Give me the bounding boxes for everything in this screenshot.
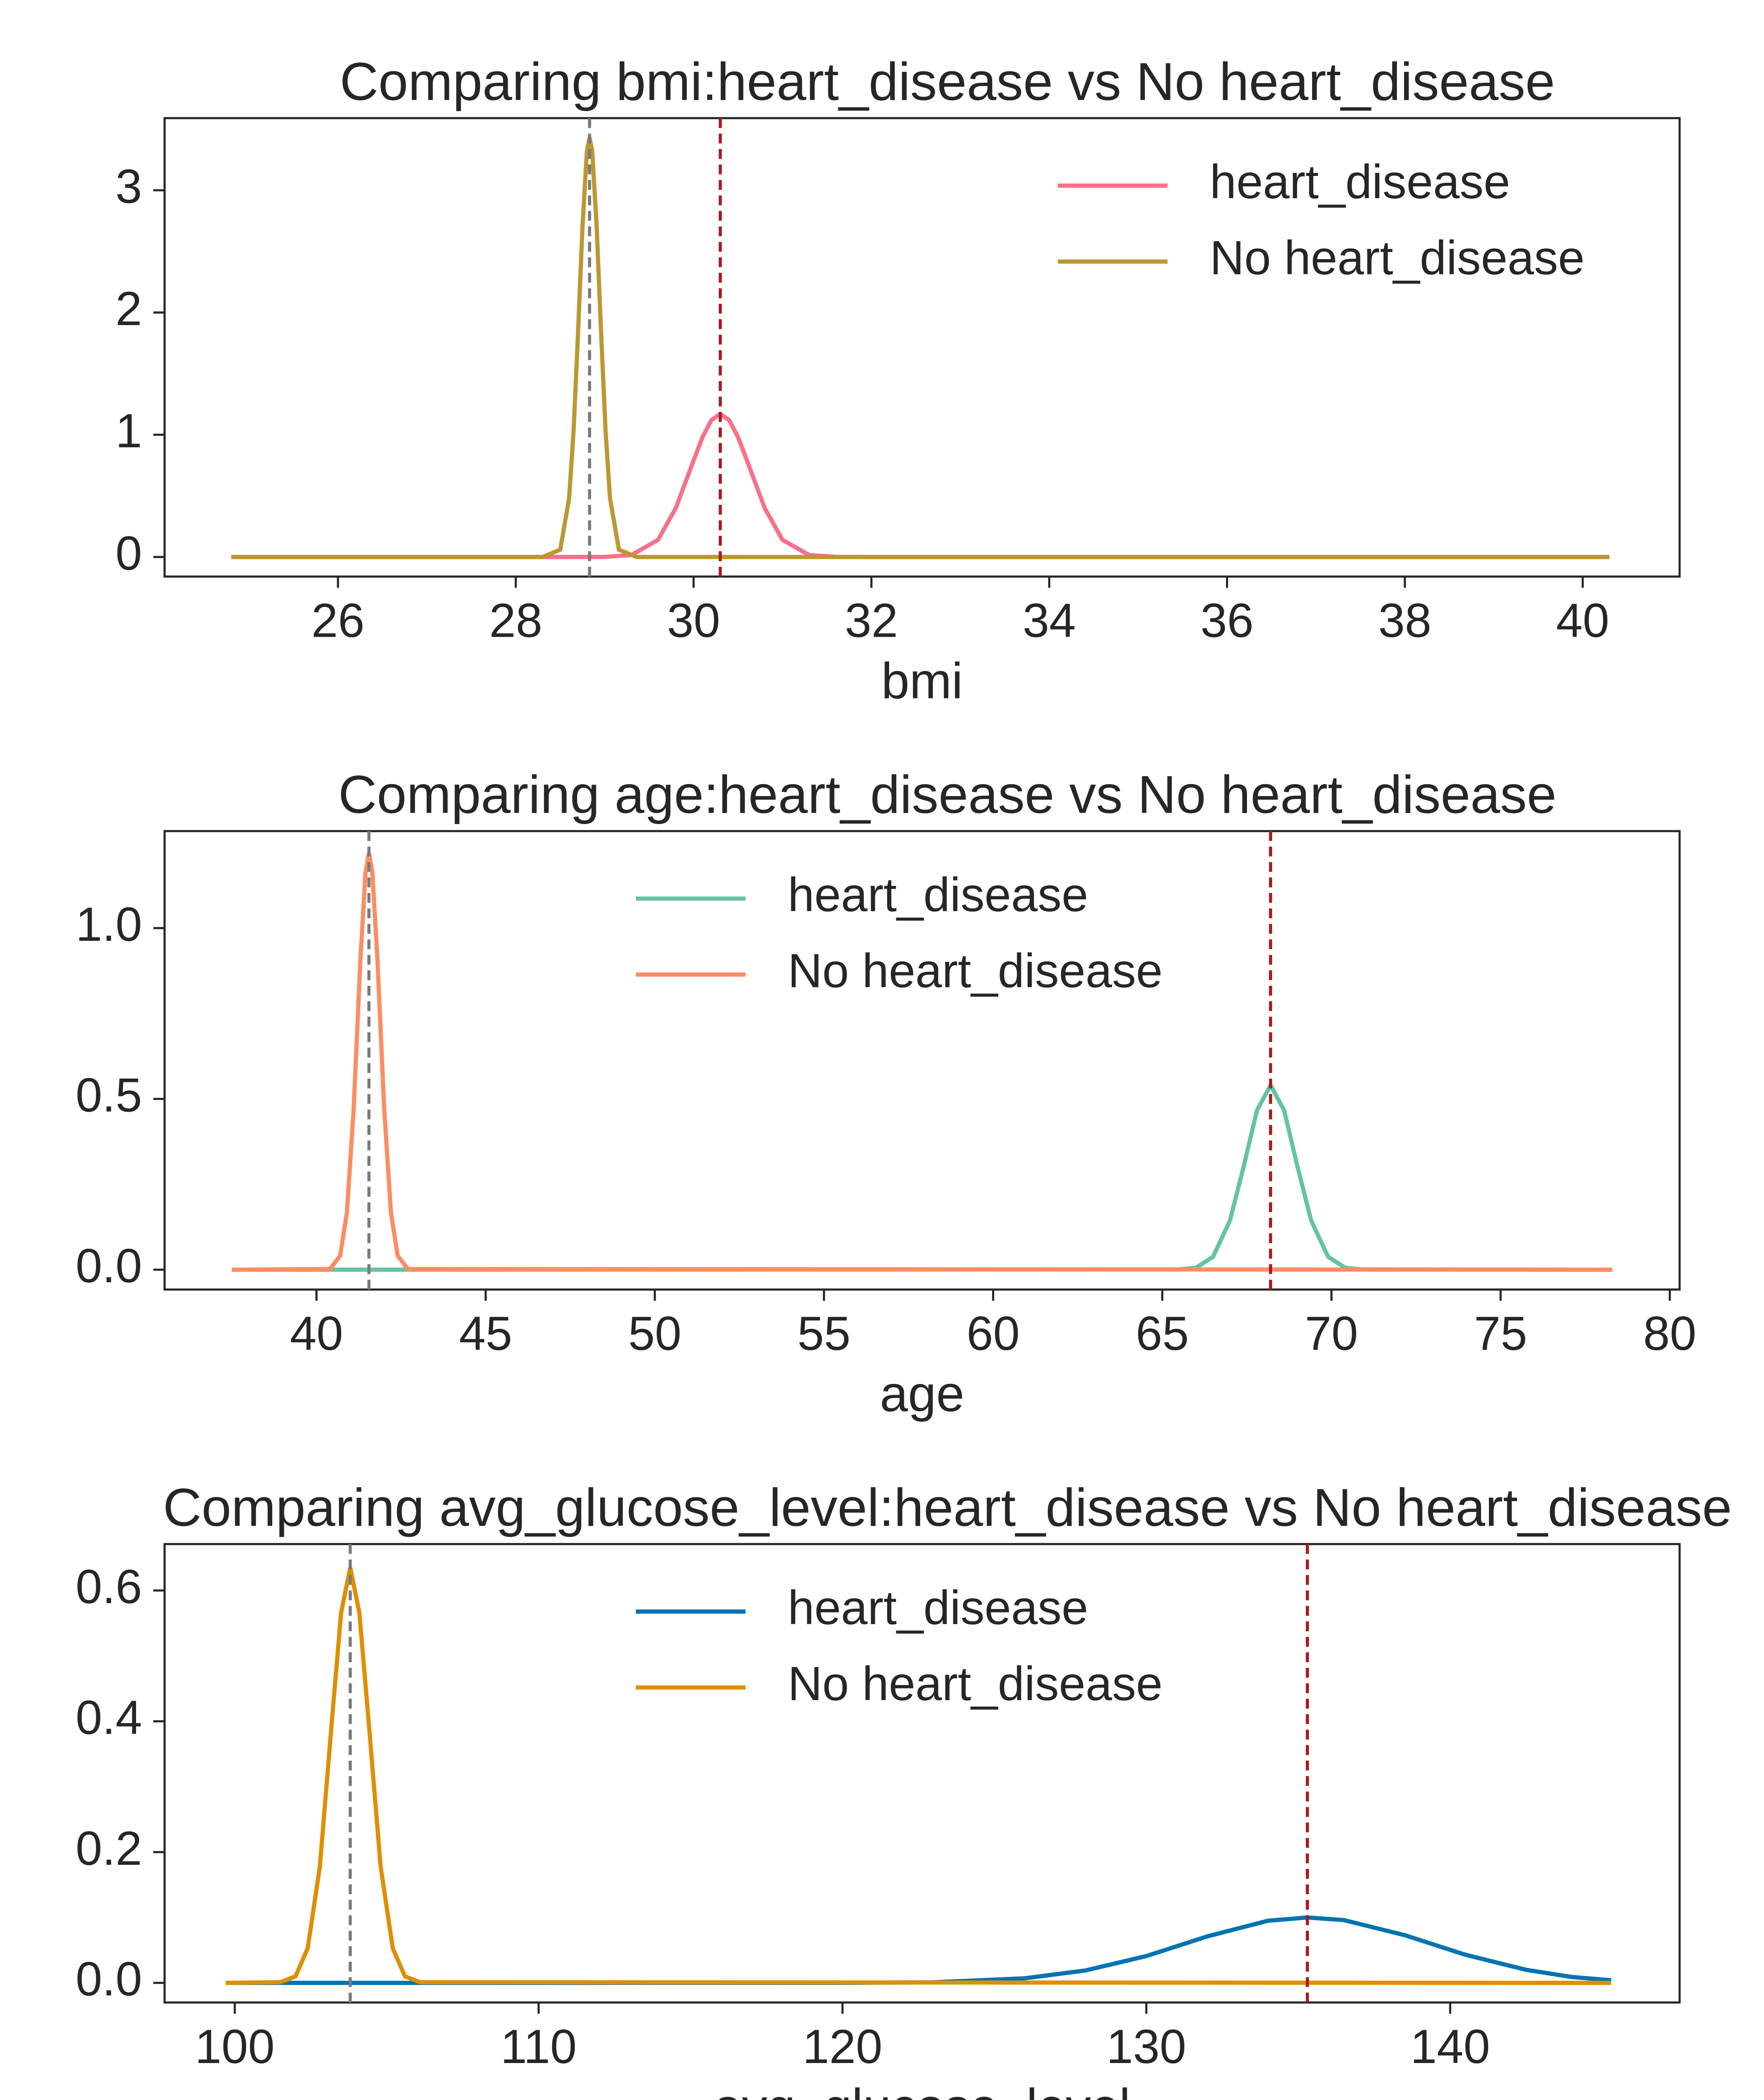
y-tick-label: 2 bbox=[116, 282, 142, 336]
x-tick-label: 38 bbox=[1378, 594, 1432, 648]
x-tick-label: 60 bbox=[966, 1307, 1020, 1360]
x-tick-label: 50 bbox=[628, 1307, 682, 1360]
x-tick-label: 130 bbox=[1106, 2020, 1186, 2074]
x-tick-label: 55 bbox=[798, 1307, 851, 1360]
legend-label: No heart_disease bbox=[1210, 231, 1585, 285]
x-tick-label: 120 bbox=[803, 2020, 882, 2074]
x-tick-label: 70 bbox=[1305, 1307, 1358, 1360]
x-axis-label: avg_glucose_level bbox=[714, 2079, 1130, 2100]
chart-title: Comparing age:heart_disease vs No heart_… bbox=[338, 764, 1557, 824]
y-tick-label: 0.0 bbox=[76, 1953, 142, 2006]
x-tick-label: 28 bbox=[489, 594, 543, 648]
axes-frame bbox=[163, 117, 1681, 578]
y-tick-label: 0.0 bbox=[76, 1239, 142, 1293]
x-tick-label: 40 bbox=[290, 1307, 343, 1360]
x-tick-label: 65 bbox=[1136, 1307, 1189, 1360]
y-tick-label: 3 bbox=[116, 160, 142, 213]
x-tick-label: 100 bbox=[195, 2020, 275, 2074]
y-tick-label: 0.2 bbox=[76, 1822, 142, 1875]
x-tick-label: 140 bbox=[1410, 2020, 1490, 2074]
x-tick-label: 80 bbox=[1643, 1307, 1696, 1360]
y-tick-label: 0.6 bbox=[76, 1560, 142, 1614]
chart-title: Comparing bmi:heart_disease vs No heart_… bbox=[340, 52, 1555, 111]
legend-label: No heart_disease bbox=[788, 944, 1163, 998]
y-tick-label: 0.5 bbox=[76, 1069, 142, 1122]
legend-label: heart_disease bbox=[788, 1581, 1088, 1635]
x-tick-label: 110 bbox=[501, 2020, 577, 2074]
legend-label: No heart_disease bbox=[788, 1657, 1163, 1711]
chart-title: Comparing avg_glucose_level:heart_diseas… bbox=[163, 1478, 1732, 1537]
x-axis-label: bmi bbox=[881, 652, 963, 709]
x-tick-label: 30 bbox=[667, 594, 720, 648]
y-tick-label: 0 bbox=[116, 527, 142, 580]
x-tick-label: 32 bbox=[845, 594, 898, 648]
axes-frame bbox=[163, 1543, 1681, 2004]
x-tick-label: 26 bbox=[311, 594, 365, 648]
legend-label: heart_disease bbox=[1210, 155, 1510, 209]
legend-label: heart_disease bbox=[788, 869, 1088, 922]
x-tick-label: 36 bbox=[1200, 594, 1254, 648]
x-tick-label: 40 bbox=[1556, 594, 1609, 648]
density-line bbox=[226, 1915, 1612, 1985]
density-line bbox=[232, 1081, 1612, 1272]
y-tick-label: 0.4 bbox=[76, 1691, 142, 1744]
x-axis-label: age bbox=[880, 1365, 964, 1422]
y-tick-label: 1 bbox=[116, 404, 142, 458]
x-tick-label: 34 bbox=[1023, 594, 1076, 648]
x-tick-label: 45 bbox=[459, 1307, 512, 1360]
y-tick-label: 1.0 bbox=[76, 898, 142, 951]
density-line bbox=[231, 411, 1609, 559]
x-tick-label: 75 bbox=[1474, 1307, 1528, 1360]
axes-frame bbox=[163, 830, 1681, 1291]
